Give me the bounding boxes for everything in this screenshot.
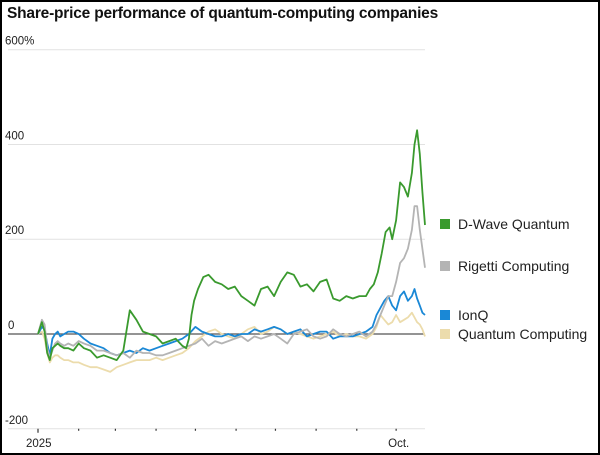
y-tick-label: 400 [5,130,24,142]
y-tick-label: -200 [5,415,28,427]
legend-swatch-quantum-computing [440,329,450,339]
legend-item-ionq: IonQ [440,307,488,323]
series-line-rigetti-computing [37,205,426,359]
y-tick-label: 0 [8,320,14,332]
legend-item-quantum-computing: Quantum Computing [440,326,587,342]
x-tick-label: Oct. [388,438,409,450]
series-line-quantum-computing [37,311,426,373]
y-tick-label: 200 [5,225,24,237]
legend-label-quantum-computing: Quantum Computing [458,326,588,342]
legend-item-rigetti: Rigetti Computing [440,258,569,274]
series-line-d-wave-quantum [37,129,426,362]
x-tick-label: 2025 [26,438,52,450]
legend-item-d-wave: D-Wave Quantum [440,216,570,232]
legend-label-d-wave: D-Wave Quantum [458,216,570,232]
series-line-ionq [37,288,426,357]
chart-title: Share-price performance of quantum-compu… [7,5,439,22]
legend-swatch-rigetti [440,261,450,271]
legend-label-ionq: IonQ [458,307,489,323]
legend-swatch-ionq [440,310,450,320]
y-tick-label: 600% [5,36,34,48]
legend-swatch-d-wave [440,219,450,229]
legend-label-rigetti: Rigetti Computing [458,258,570,274]
